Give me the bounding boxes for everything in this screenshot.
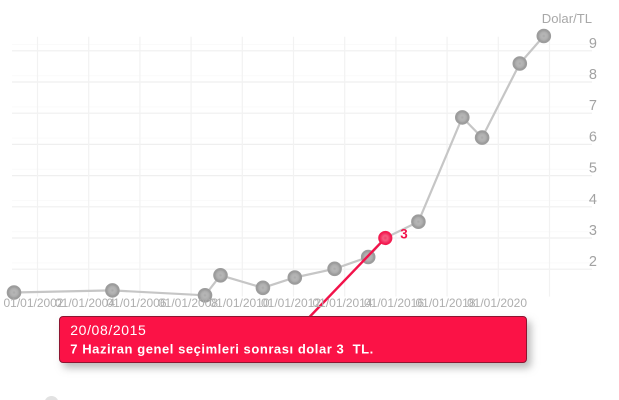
svg-text:01/01/2002: 01/01/2002 (3, 296, 63, 310)
svg-text:5: 5 (589, 161, 597, 177)
svg-text:01/01/2020: 01/01/2020 (467, 296, 527, 310)
svg-text:3: 3 (589, 223, 597, 239)
svg-text:3: 3 (400, 227, 407, 242)
svg-text:01/01/2018: 01/01/2018 (415, 296, 475, 310)
svg-text:7 Haziran genel seçimleri sonr: 7 Haziran genel seçimleri sonrası dolar … (70, 341, 373, 356)
svg-text:01/01/2014: 01/01/2014 (312, 296, 372, 310)
svg-text:01/01/2008: 01/01/2008 (158, 296, 218, 310)
svg-text:Dolar/TL: Dolar/TL (542, 11, 592, 26)
svg-text:4: 4 (589, 192, 597, 208)
svg-text:01/01/2010: 01/01/2010 (209, 296, 269, 310)
svg-text:7: 7 (589, 98, 597, 114)
svg-text:6: 6 (589, 129, 597, 145)
svg-text:20/08/2015: 20/08/2015 (70, 322, 146, 338)
svg-text:8: 8 (589, 67, 597, 83)
svg-text:9: 9 (589, 36, 597, 52)
svg-text:01/01/2016: 01/01/2016 (364, 296, 424, 310)
svg-text:01/01/2012: 01/01/2012 (261, 296, 321, 310)
svg-text:01/01/2006: 01/01/2006 (106, 296, 166, 310)
svg-text:01/01/2004: 01/01/2004 (55, 296, 115, 310)
svg-text:2: 2 (589, 254, 597, 270)
